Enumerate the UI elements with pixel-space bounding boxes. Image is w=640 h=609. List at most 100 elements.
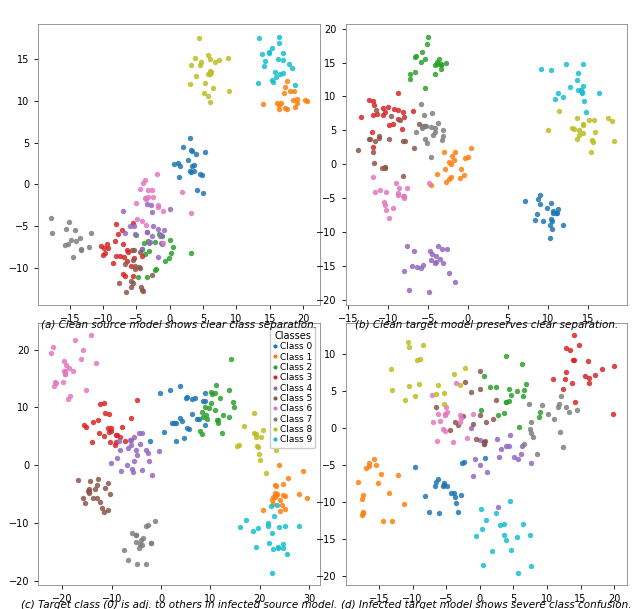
Point bbox=[129, 432, 139, 442]
Point bbox=[433, 118, 443, 128]
Point bbox=[475, 410, 485, 420]
Point bbox=[534, 190, 545, 200]
Point bbox=[206, 387, 216, 396]
Point bbox=[106, 458, 116, 468]
Point bbox=[130, 264, 140, 274]
Point bbox=[271, 72, 282, 82]
Point bbox=[572, 113, 582, 122]
Point bbox=[153, 252, 163, 262]
Point bbox=[433, 379, 443, 389]
Point bbox=[63, 394, 73, 404]
Point bbox=[422, 39, 432, 49]
Point bbox=[451, 378, 461, 388]
Point bbox=[63, 364, 74, 373]
Point bbox=[81, 422, 92, 432]
Point bbox=[367, 172, 378, 182]
Point bbox=[358, 508, 368, 518]
Point bbox=[364, 135, 374, 144]
Point bbox=[141, 559, 151, 569]
Point bbox=[445, 488, 456, 498]
Point bbox=[268, 401, 278, 410]
Point bbox=[375, 185, 385, 195]
Point bbox=[171, 436, 181, 446]
Point bbox=[280, 103, 290, 113]
Point bbox=[404, 286, 414, 295]
Point bbox=[46, 348, 56, 358]
Point bbox=[264, 538, 274, 548]
Point bbox=[398, 107, 408, 117]
Point bbox=[102, 423, 113, 433]
Point bbox=[568, 356, 579, 365]
Point bbox=[126, 440, 136, 450]
Point bbox=[590, 370, 600, 380]
Point bbox=[83, 487, 93, 496]
Point bbox=[269, 511, 279, 521]
Point bbox=[368, 110, 378, 120]
Point bbox=[186, 145, 196, 155]
Point bbox=[519, 385, 529, 395]
Point bbox=[132, 450, 142, 460]
Point bbox=[399, 191, 409, 200]
Point bbox=[118, 252, 129, 262]
Point bbox=[131, 230, 141, 240]
Point bbox=[203, 69, 213, 79]
Point bbox=[405, 74, 415, 83]
Point bbox=[127, 218, 138, 228]
Point bbox=[259, 61, 269, 71]
Point bbox=[165, 205, 175, 214]
Point bbox=[127, 528, 137, 538]
Point bbox=[396, 124, 406, 133]
Point bbox=[408, 261, 418, 271]
Point bbox=[547, 224, 557, 234]
Point bbox=[135, 185, 145, 194]
Point bbox=[387, 119, 397, 128]
Point bbox=[550, 94, 561, 104]
Point bbox=[274, 38, 284, 48]
Point bbox=[369, 136, 380, 146]
Point bbox=[118, 206, 128, 216]
Point bbox=[127, 271, 138, 281]
Point bbox=[150, 516, 160, 526]
Point bbox=[147, 186, 157, 195]
Point bbox=[99, 431, 109, 441]
Point bbox=[186, 208, 196, 218]
Point bbox=[269, 68, 280, 77]
Point bbox=[450, 417, 460, 427]
Point bbox=[547, 374, 557, 384]
Point bbox=[516, 359, 527, 368]
Point bbox=[95, 497, 106, 507]
Point bbox=[210, 57, 220, 67]
Point bbox=[445, 159, 456, 169]
Point bbox=[204, 91, 214, 100]
Point bbox=[408, 247, 419, 256]
Point bbox=[252, 441, 262, 451]
Point bbox=[419, 121, 429, 131]
Point bbox=[115, 432, 125, 442]
Point bbox=[200, 396, 211, 406]
Point bbox=[268, 544, 278, 554]
Point bbox=[372, 109, 382, 119]
Point bbox=[353, 146, 364, 155]
Point bbox=[113, 437, 124, 446]
Point bbox=[439, 388, 449, 398]
Point bbox=[195, 60, 205, 70]
Point bbox=[476, 504, 486, 513]
Point bbox=[400, 395, 410, 405]
Point bbox=[136, 283, 146, 292]
Point bbox=[436, 60, 446, 70]
Point bbox=[419, 110, 429, 120]
Point bbox=[479, 371, 490, 381]
Point bbox=[135, 247, 145, 257]
Point bbox=[123, 555, 133, 565]
Point bbox=[282, 549, 292, 559]
Point bbox=[552, 208, 562, 217]
Point bbox=[398, 191, 408, 201]
Point bbox=[505, 430, 515, 440]
Point bbox=[364, 458, 374, 468]
Point bbox=[129, 222, 140, 231]
Point bbox=[290, 80, 300, 90]
Point bbox=[268, 499, 278, 509]
Point bbox=[216, 428, 227, 438]
Point bbox=[212, 415, 223, 425]
Point bbox=[504, 384, 515, 393]
